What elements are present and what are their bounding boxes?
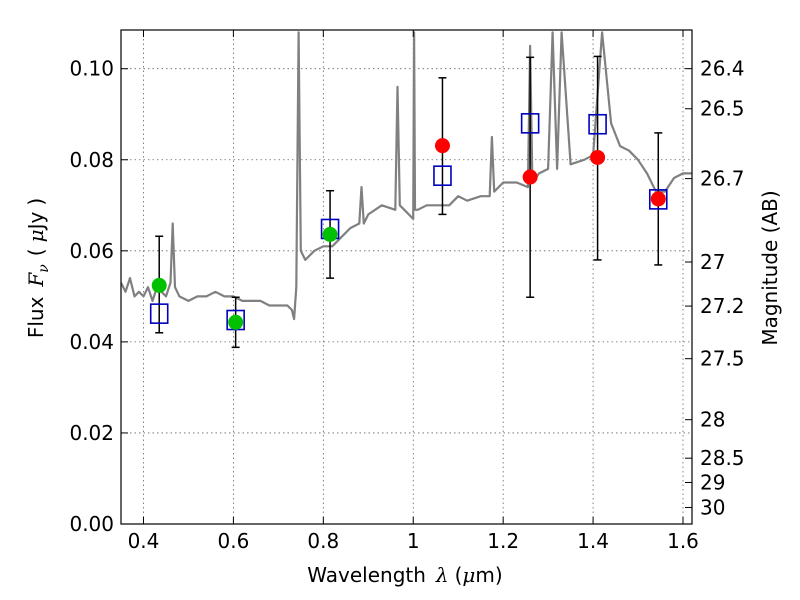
green-flux-point [228, 314, 244, 330]
x-tick-label: 0.8 [307, 529, 339, 553]
mag-tick-label: 26.4 [700, 57, 745, 81]
y-tick-label: 0.10 [69, 57, 114, 81]
red-flux-point [434, 138, 450, 154]
x-tick-label: 1.6 [667, 529, 699, 553]
y-tick-label: 0.08 [69, 148, 114, 172]
sed-spectrum-layer [121, 31, 692, 321]
model-flux-box [433, 165, 452, 186]
y-tick-label: 0.00 [69, 512, 114, 536]
sed-spectrum-line [121, 31, 692, 321]
y-tick-label: 0.02 [69, 421, 114, 445]
mag-tick-label: 26.7 [700, 167, 745, 191]
y2-axis-label: Magnitude (AB) [758, 190, 782, 345]
x-tick-label: 1.2 [487, 529, 519, 553]
mag-tick-label: 27 [700, 250, 725, 274]
green-flux-point [151, 277, 167, 293]
x-axis-label: Wavelength λ (μm) [307, 563, 502, 587]
axis-ticks: 0.4 0.6 0.8 1 1.2 1.4 1.6 0.00 0.02 0.04 0.06 0.08 0… [69, 30, 745, 553]
x-tick-label: 1.4 [577, 529, 609, 553]
model-flux-box [588, 113, 607, 135]
x-tick-label: 0.6 [217, 529, 249, 553]
red-flux-point [650, 191, 666, 207]
y-axis-label: FluxFν(μJy) [24, 198, 52, 338]
mag-tick-label: 28 [700, 408, 725, 432]
mag-tick-label: 30 [700, 495, 725, 519]
y-tick-label: 0.04 [69, 330, 114, 354]
mag-tick-label: 27.2 [700, 294, 745, 318]
model-flux-box [648, 189, 668, 210]
green-flux-point [322, 226, 338, 242]
x-tick-label: 0.4 [128, 529, 160, 553]
model-flux-box [149, 303, 169, 324]
mag-tick-label: 29 [700, 470, 725, 494]
y-tick-label: 0.06 [69, 239, 114, 263]
mag-tick-label: 26.5 [700, 97, 745, 121]
observed-point-layer [151, 138, 666, 330]
model-flux-box [520, 113, 540, 134]
mag-tick-label: 28.5 [700, 446, 745, 470]
x-tick-label: 1 [407, 529, 420, 553]
red-flux-point [522, 169, 538, 185]
plot-area [121, 30, 692, 524]
mag-tick-label: 27.5 [700, 347, 745, 371]
plot-frame [120, 29, 693, 525]
red-flux-point [590, 149, 606, 165]
